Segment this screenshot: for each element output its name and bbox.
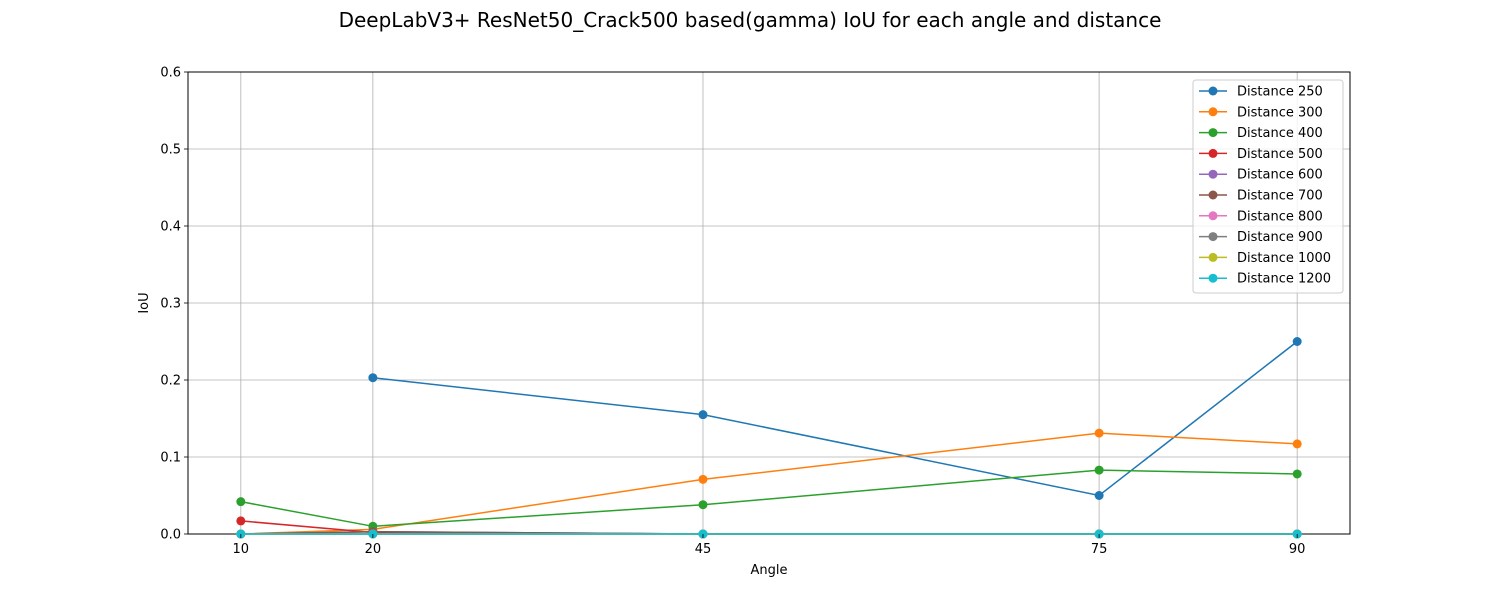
- legend-marker: [1208, 128, 1218, 138]
- data-point: [698, 474, 708, 484]
- legend-entry: Distance 400: [1199, 126, 1323, 141]
- legend-label: Distance 800: [1237, 209, 1323, 224]
- legend-entry: Distance 600: [1199, 168, 1323, 183]
- legend-entry: Distance 800: [1199, 209, 1323, 224]
- legend-label: Distance 500: [1237, 147, 1323, 162]
- legend-marker: [1208, 273, 1218, 283]
- y-axis-label: IoU: [137, 292, 152, 313]
- series-distance-1200: [236, 529, 1302, 539]
- grid-layer: [188, 71, 1350, 535]
- legend-label: Distance 300: [1237, 105, 1323, 120]
- series-distance-300: [236, 428, 1302, 539]
- data-point: [236, 497, 246, 507]
- legend-marker: [1208, 169, 1218, 179]
- legend-marker: [1208, 107, 1218, 117]
- legend-label: Distance 250: [1237, 85, 1323, 100]
- legend-entry: Distance 900: [1199, 230, 1323, 245]
- legend-label: Distance 1000: [1237, 251, 1331, 266]
- y-tick-label: 0.1: [160, 451, 181, 466]
- legend-label: Distance 700: [1237, 189, 1323, 204]
- series-distance-500: [236, 516, 1302, 539]
- legend-entry: Distance 500: [1199, 147, 1323, 162]
- legend-marker: [1208, 211, 1218, 221]
- x-axis-label: Angle: [751, 563, 788, 578]
- legend-entry: Distance 300: [1199, 105, 1323, 120]
- series-layer: [236, 337, 1302, 539]
- y-tick-label: 0.5: [160, 143, 181, 158]
- legend-marker: [1208, 252, 1218, 262]
- legend-label: Distance 400: [1237, 126, 1323, 141]
- data-point: [1094, 428, 1104, 438]
- ticks-layer: 10 20 45 75 90 0.0 0.1 0.2 0.3 0.4 0.5 0.6: [160, 66, 1305, 558]
- series-line: [240, 432, 1298, 535]
- data-point: [1292, 469, 1302, 479]
- data-point: [1292, 337, 1302, 346]
- series-distance-250: [368, 337, 1302, 500]
- series-distance-400: [236, 465, 1302, 531]
- data-point: [698, 410, 708, 420]
- legend-marker: [1208, 148, 1218, 158]
- legend-label: Distance 900: [1237, 230, 1323, 245]
- y-tick-label: 0.0: [160, 528, 181, 543]
- y-tick-label: 0.4: [160, 220, 181, 235]
- data-point: [1292, 439, 1302, 449]
- series-line: [240, 469, 1298, 528]
- x-tick-label: 90: [1289, 542, 1306, 557]
- data-point: [698, 500, 708, 510]
- y-tick-label: 0.6: [160, 66, 181, 81]
- legend: Distance 250 Distance 300 Distance 400 Dist…: [1192, 79, 1344, 294]
- x-tick-label: 20: [365, 542, 382, 557]
- legend-label: Distance 600: [1237, 168, 1323, 183]
- legend-marker: [1208, 86, 1218, 96]
- series-line: [372, 340, 1298, 497]
- legend-entry: Distance 1200: [1199, 272, 1331, 287]
- x-tick-label: 10: [233, 542, 250, 557]
- legend-entry: Distance 700: [1199, 189, 1323, 204]
- y-tick-label: 0.3: [160, 297, 181, 312]
- legend-label: Distance 1200: [1237, 272, 1331, 287]
- data-point: [1094, 465, 1104, 475]
- chart-title: DeepLabV3+ ResNet50_Crack500 based(gamma…: [339, 8, 1162, 32]
- x-tick-label: 45: [695, 542, 712, 557]
- legend-marker: [1208, 190, 1218, 200]
- data-point: [1094, 491, 1104, 500]
- legend-entry: Distance 1000: [1199, 251, 1331, 266]
- y-tick-label: 0.2: [160, 374, 181, 389]
- data-point: [236, 516, 246, 526]
- legend-entry: Distance 250: [1199, 85, 1323, 100]
- data-point: [368, 373, 378, 383]
- legend-marker: [1208, 232, 1218, 242]
- x-tick-label: 75: [1091, 542, 1108, 557]
- legend-box: [1192, 79, 1344, 294]
